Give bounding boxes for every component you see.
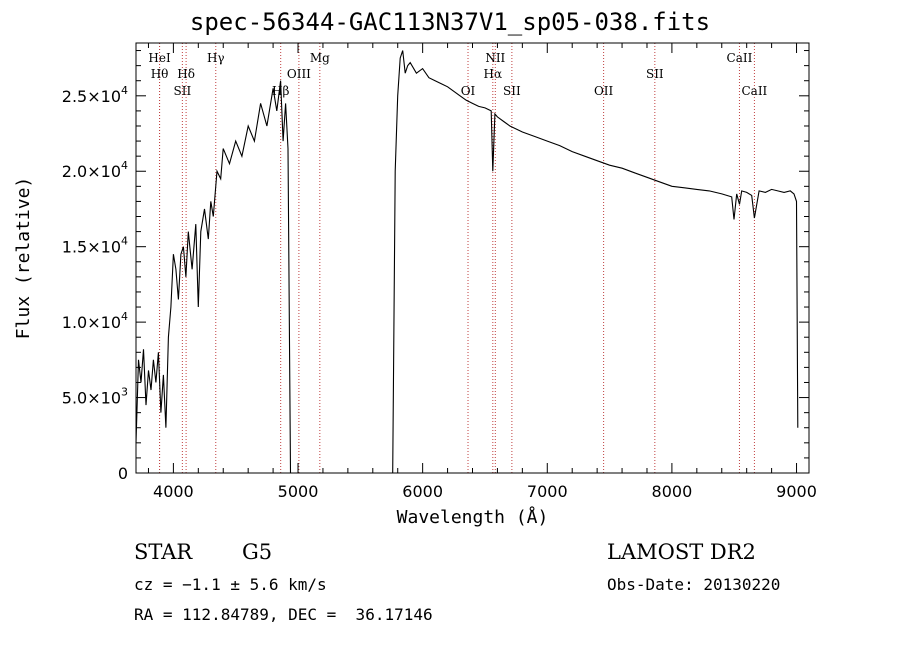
chart-title: spec-56344-GAC113N37V1_sp05-038.fits	[189, 8, 711, 36]
y-tick-label: 2.5×104	[62, 84, 128, 106]
y-tick-mantissa: 0	[118, 464, 128, 483]
line-label: SII	[503, 84, 521, 98]
object-class: STAR	[134, 540, 193, 564]
y-tick-exponent: 4	[121, 84, 128, 97]
line-label: CaII	[727, 51, 753, 65]
line-label: Hα	[484, 67, 503, 81]
x-tick-label: 9000	[776, 482, 817, 501]
line-label: OII	[594, 84, 614, 98]
x-tick-label: 5000	[278, 482, 319, 501]
line-label: NII	[485, 51, 505, 65]
y-tick-mantissa: 2.0×10	[62, 162, 121, 181]
obs-date-text: Obs-Date: 20130220	[607, 575, 781, 594]
y-tick-mantissa: 1.5×10	[62, 238, 121, 257]
y-axis-label: Flux (relative)	[13, 177, 34, 340]
x-tick-label: 8000	[652, 482, 693, 501]
line-label: SII	[174, 84, 192, 98]
line-label: Hδ	[177, 67, 195, 81]
y-tick-exponent: 3	[121, 386, 128, 399]
y-tick-label: 1.5×104	[62, 235, 128, 257]
line-label: Hθ	[151, 67, 169, 81]
line-label: SII	[646, 67, 664, 81]
object-subclass: G5	[242, 540, 273, 564]
line-label: OIII	[287, 67, 311, 81]
y-tick-mantissa: 2.5×10	[62, 87, 121, 106]
x-tick-label: 7000	[527, 482, 568, 501]
y-tick-label: 2.0×104	[62, 159, 128, 181]
y-tick-exponent: 4	[121, 310, 128, 323]
y-tick-exponent: 4	[121, 159, 128, 172]
y-tick-label: 1.0×104	[62, 310, 128, 332]
y-tick-label: 0	[118, 464, 128, 483]
plot-frame	[135, 42, 810, 474]
y-tick-label: 5.0×103	[62, 386, 128, 408]
line-label: Hγ	[207, 51, 225, 65]
y-tick-exponent: 4	[121, 235, 128, 248]
line-label: Mg	[310, 51, 330, 65]
coordinates-text: RA = 112.84789, DEC = 36.17146	[134, 605, 433, 624]
x-tick-label: 6000	[402, 482, 443, 501]
line-label: OI	[461, 84, 476, 98]
line-label: CaII	[741, 84, 767, 98]
y-tick-mantissa: 1.0×10	[62, 313, 121, 332]
x-tick-label: 4000	[153, 482, 194, 501]
x-axis-label: Wavelength (Å)	[397, 506, 549, 528]
spectrum-line	[135, 50, 799, 474]
survey-label: LAMOST DR2	[607, 540, 756, 564]
y-tick-mantissa: 5.0×10	[62, 389, 121, 408]
redshift-text: cz = −1.1 ± 5.6 km/s	[134, 575, 327, 594]
